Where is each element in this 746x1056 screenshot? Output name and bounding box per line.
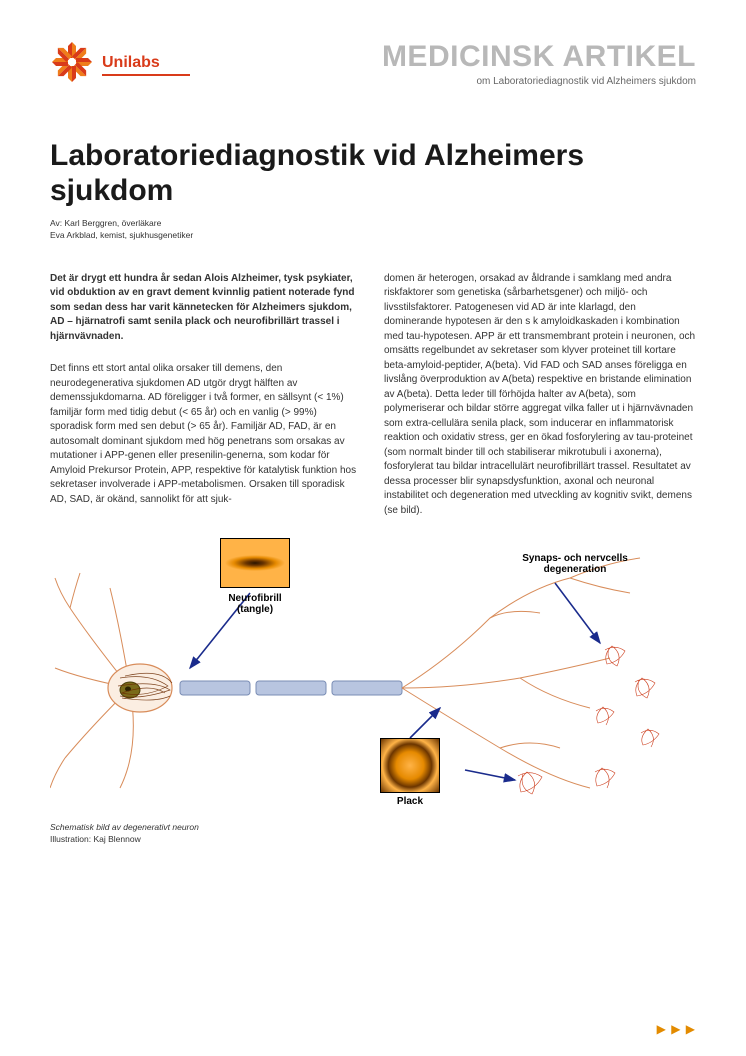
- caption-title: Schematisk bild av degenerativt neuron: [50, 822, 199, 832]
- diagram-caption: Schematisk bild av degenerativt neuron I…: [50, 822, 696, 844]
- column-left: Det är drygt ett hundra år sedan Alois A…: [50, 272, 362, 519]
- header-category: MEDICINSK ARTIKEL: [382, 40, 696, 74]
- author-line: Eva Arkblad, kemist, sjukhusgenetiker: [50, 230, 696, 242]
- label-synapse: Synaps- och nervcells degeneration: [505, 553, 645, 575]
- brand-name: Unilabs: [102, 54, 190, 76]
- header-subtitle: om Laboratoriediagnostik vid Alzheimers …: [382, 76, 696, 87]
- body-paragraph: domen är heterogen, orsakad av åldrande …: [384, 272, 696, 519]
- sunburst-logo-icon: [50, 40, 94, 89]
- body-columns: Det är drygt ett hundra år sedan Alois A…: [50, 272, 696, 519]
- article-title: Laboratoriediagnostik vid Alzheimers sju…: [50, 139, 696, 208]
- column-right: domen är heterogen, orsakad av åldrande …: [384, 272, 696, 519]
- neuron-diagram: Neurofibrill (tangle) Plack Synaps- och …: [50, 538, 696, 818]
- body-paragraph: Det finns ett stort antal olika orsaker …: [50, 362, 362, 507]
- page-header: Unilabs MEDICINSK ARTIKEL om Laboratorie…: [50, 40, 696, 89]
- continue-arrows-icon: ▶ ▶ ▶: [657, 1022, 696, 1036]
- label-tangle: Neurofibrill (tangle): [210, 593, 300, 615]
- lead-paragraph: Det är drygt ett hundra år sedan Alois A…: [50, 272, 362, 345]
- label-plaque: Plack: [385, 796, 435, 807]
- micrograph-plaque: [380, 738, 440, 793]
- logo-block: Unilabs: [50, 40, 190, 89]
- micrograph-tangle: [220, 538, 290, 588]
- author-block: Av: Karl Berggren, överläkare Eva Arkbla…: [50, 218, 696, 242]
- header-right: MEDICINSK ARTIKEL om Laboratoriediagnost…: [382, 40, 696, 87]
- author-line: Av: Karl Berggren, överläkare: [50, 218, 696, 230]
- caption-illustrator: Illustration: Kaj Blennow: [50, 834, 696, 844]
